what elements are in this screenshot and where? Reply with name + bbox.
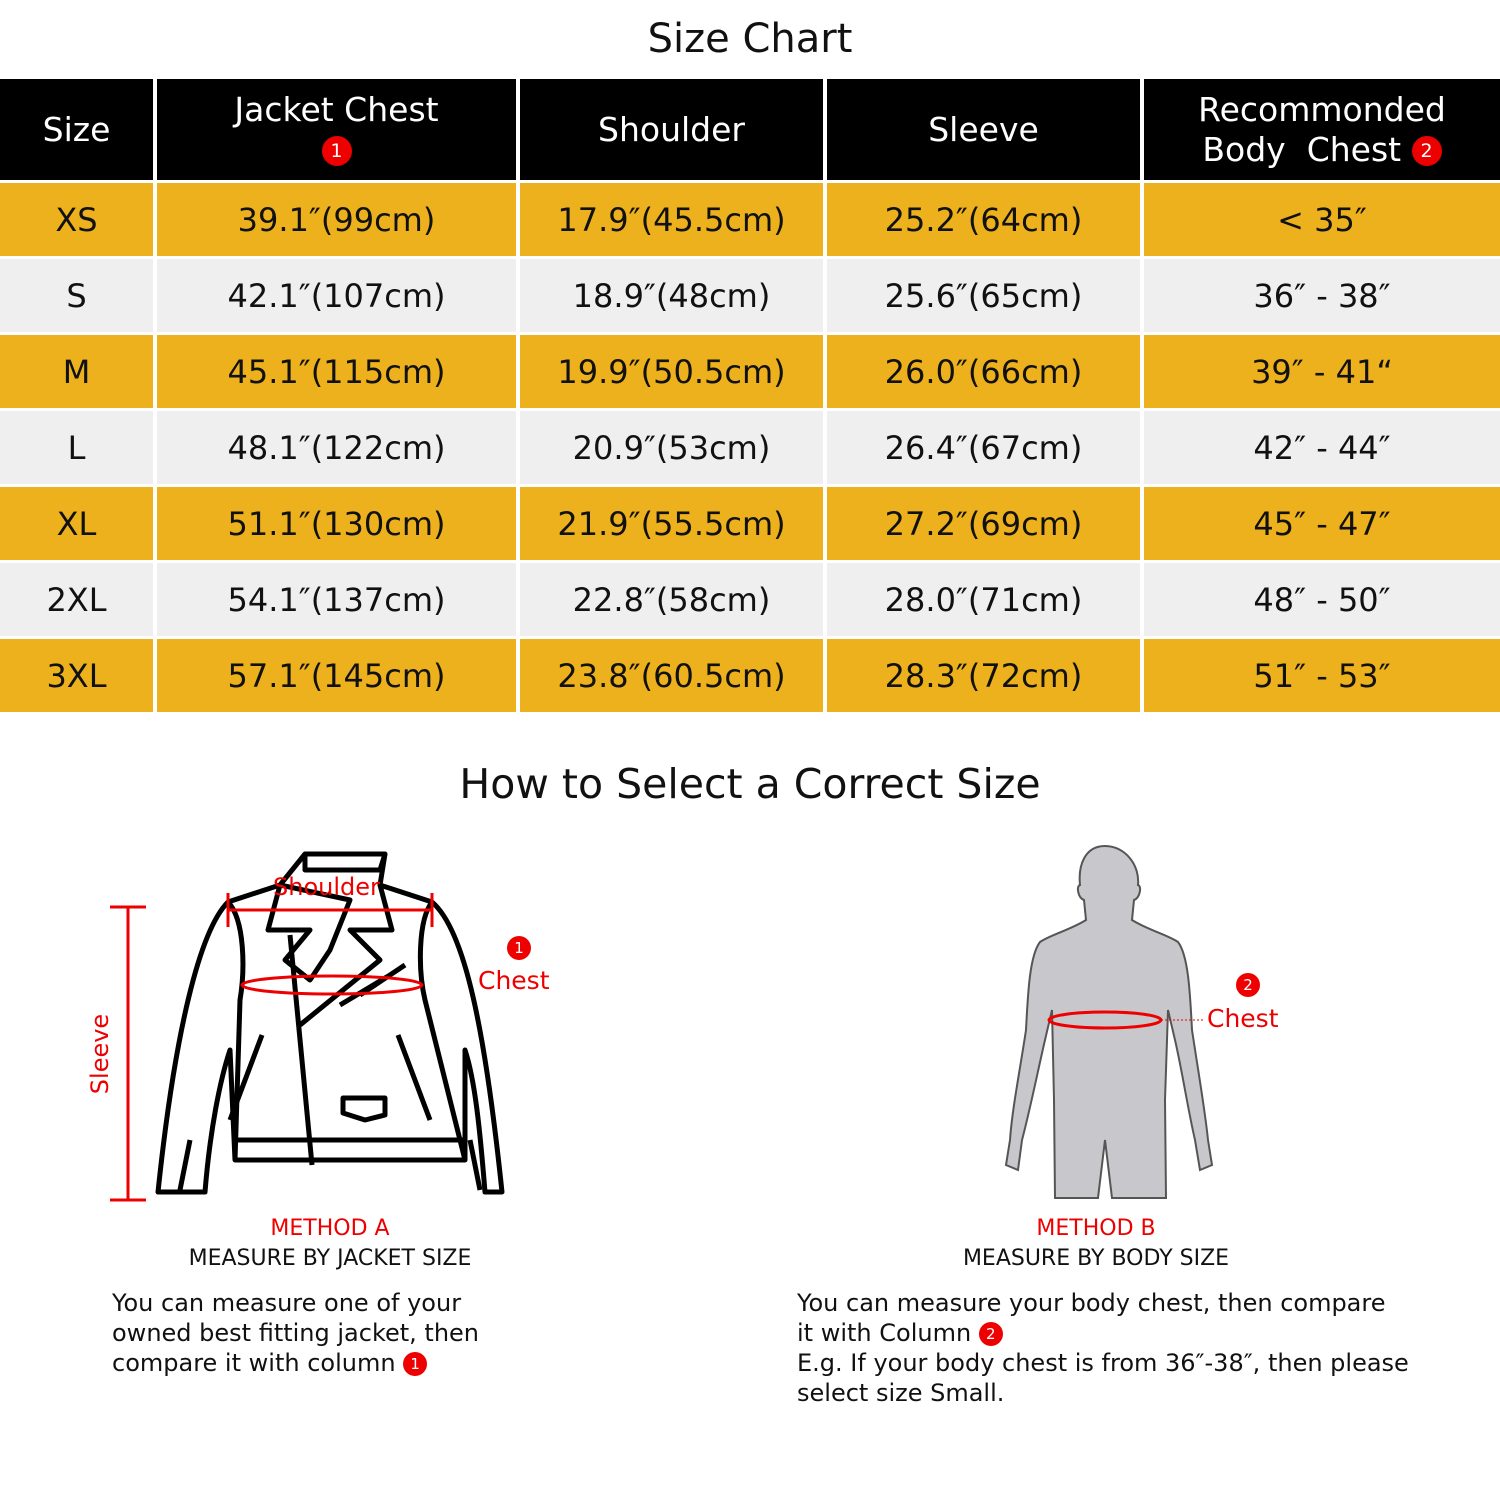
method-b-title: METHOD B bbox=[1036, 1216, 1156, 1241]
table-cell: 48″ - 50″ bbox=[1140, 561, 1500, 639]
method-a: METHOD A MEASURE BY JACKET SIZE bbox=[80, 1214, 580, 1274]
header-jacket-chest: Jacket Chest 1 bbox=[153, 79, 518, 183]
table-cell: 26.0″(66cm) bbox=[823, 333, 1142, 411]
badge-2: 2 bbox=[1411, 136, 1442, 166]
table-cell: XS bbox=[0, 181, 155, 259]
jacket-illustration bbox=[110, 851, 505, 1202]
table-row: 2XL 54.1″(137cm) 22.8″(58cm) 28.0″(71cm) 48″… bbox=[0, 561, 1500, 639]
table-cell: 17.9″(45.5cm) bbox=[516, 181, 825, 259]
table-cell: M bbox=[0, 333, 155, 411]
table-cell: 22.8″(58cm) bbox=[516, 561, 825, 639]
sleeve-label: Sleeve bbox=[86, 1013, 115, 1095]
chest-badge-2: 2 bbox=[1236, 973, 1260, 997]
table-cell: S bbox=[0, 257, 155, 335]
table-cell: 42.1″(107cm) bbox=[153, 257, 518, 335]
badge-2: 2 bbox=[978, 1322, 1003, 1346]
guide-title: How to Select a Correct Size bbox=[459, 760, 1041, 808]
table-cell: 51″ - 53″ bbox=[1140, 637, 1500, 715]
method-a-subtitle: MEASURE BY JACKET SIZE bbox=[188, 1246, 472, 1271]
table-header-row: Size Jacket Chest 1 Shoulder Sleeve Recom… bbox=[0, 79, 1500, 183]
table-cell: 19.9″(50.5cm) bbox=[516, 333, 825, 411]
table-cell: 48.1″(122cm) bbox=[153, 409, 518, 487]
table-cell: 2XL bbox=[0, 561, 155, 639]
table-row: L 48.1″(122cm) 20.9″(53cm) 26.4″(67cm) 42″ -… bbox=[0, 409, 1500, 487]
table-cell: L bbox=[0, 409, 155, 487]
table-cell: 27.2″(69cm) bbox=[823, 485, 1142, 563]
table-row: M 45.1″(115cm) 19.9″(50.5cm) 26.0″(66cm) 39″… bbox=[0, 333, 1500, 411]
header-shoulder: Shoulder bbox=[516, 79, 825, 183]
body-illustration bbox=[1004, 844, 1214, 1199]
body-chest-label: Chest bbox=[1207, 1004, 1279, 1033]
table-cell: 39.1″(99cm) bbox=[153, 181, 518, 259]
badge-1: 1 bbox=[321, 136, 352, 166]
header-size: Size bbox=[0, 79, 155, 183]
table-cell: 23.8″(60.5cm) bbox=[516, 637, 825, 715]
table-row: XL 51.1″(130cm) 21.9″(55.5cm) 27.2″(69cm) 45… bbox=[0, 485, 1500, 563]
table-cell: 25.2″(64cm) bbox=[823, 181, 1142, 259]
table-cell: 57.1″(145cm) bbox=[153, 637, 518, 715]
table-cell: 28.0″(71cm) bbox=[823, 561, 1142, 639]
table-cell: 36″ - 38″ bbox=[1140, 257, 1500, 335]
method-a-description: You can measure one of your owned best f… bbox=[112, 1289, 480, 1377]
table-cell: < 35″ bbox=[1140, 181, 1500, 259]
table-cell: 39″ - 41“ bbox=[1140, 333, 1500, 411]
table-cell: 20.9″(53cm) bbox=[516, 409, 825, 487]
table-cell: 21.9″(55.5cm) bbox=[516, 485, 825, 563]
table-cell: 26.4″(67cm) bbox=[823, 409, 1142, 487]
chest-badge-1: 1 bbox=[507, 936, 531, 960]
table-cell: 28.3″(72cm) bbox=[823, 637, 1142, 715]
table-row: S 42.1″(107cm) 18.9″(48cm) 25.6″(65cm) 36″ -… bbox=[0, 257, 1500, 335]
table-cell: 54.1″(137cm) bbox=[153, 561, 518, 639]
method-b-subtitle: MEASURE BY BODY SIZE bbox=[962, 1246, 1230, 1271]
jacket-chest-label: Chest bbox=[478, 966, 550, 995]
table-cell: 51.1″(130cm) bbox=[153, 485, 518, 563]
table-row: XS 39.1″(99cm) 17.9″(45.5cm) 25.2″(64cm) < 3… bbox=[0, 181, 1500, 259]
table-cell: XL bbox=[0, 485, 155, 563]
badge-1: 1 bbox=[403, 1352, 428, 1376]
method-b-description: You can measure your body chest, then co… bbox=[797, 1289, 1409, 1407]
size-chart-table: Size Jacket Chest 1 Shoulder Sleeve Recom… bbox=[0, 79, 1500, 715]
header-body-chest: Recommonded Body Chest 2 bbox=[1140, 79, 1500, 183]
page-title: Size Chart bbox=[647, 16, 853, 62]
table-cell: 45.1″(115cm) bbox=[153, 333, 518, 411]
shoulder-label: Shoulder bbox=[273, 873, 380, 901]
method-a-title: METHOD A bbox=[270, 1216, 390, 1241]
method-b: METHOD B MEASURE BY BODY SIZE bbox=[846, 1214, 1346, 1274]
header-sleeve: Sleeve bbox=[823, 79, 1142, 183]
table-cell: 3XL bbox=[0, 637, 155, 715]
table-cell: 45″ - 47″ bbox=[1140, 485, 1500, 563]
table-row: 3XL 57.1″(145cm) 23.8″(60.5cm) 28.3″(72cm) 5… bbox=[0, 637, 1500, 715]
table-cell: 25.6″(65cm) bbox=[823, 257, 1142, 335]
table-cell: 42″ - 44″ bbox=[1140, 409, 1500, 487]
table-cell: 18.9″(48cm) bbox=[516, 257, 825, 335]
